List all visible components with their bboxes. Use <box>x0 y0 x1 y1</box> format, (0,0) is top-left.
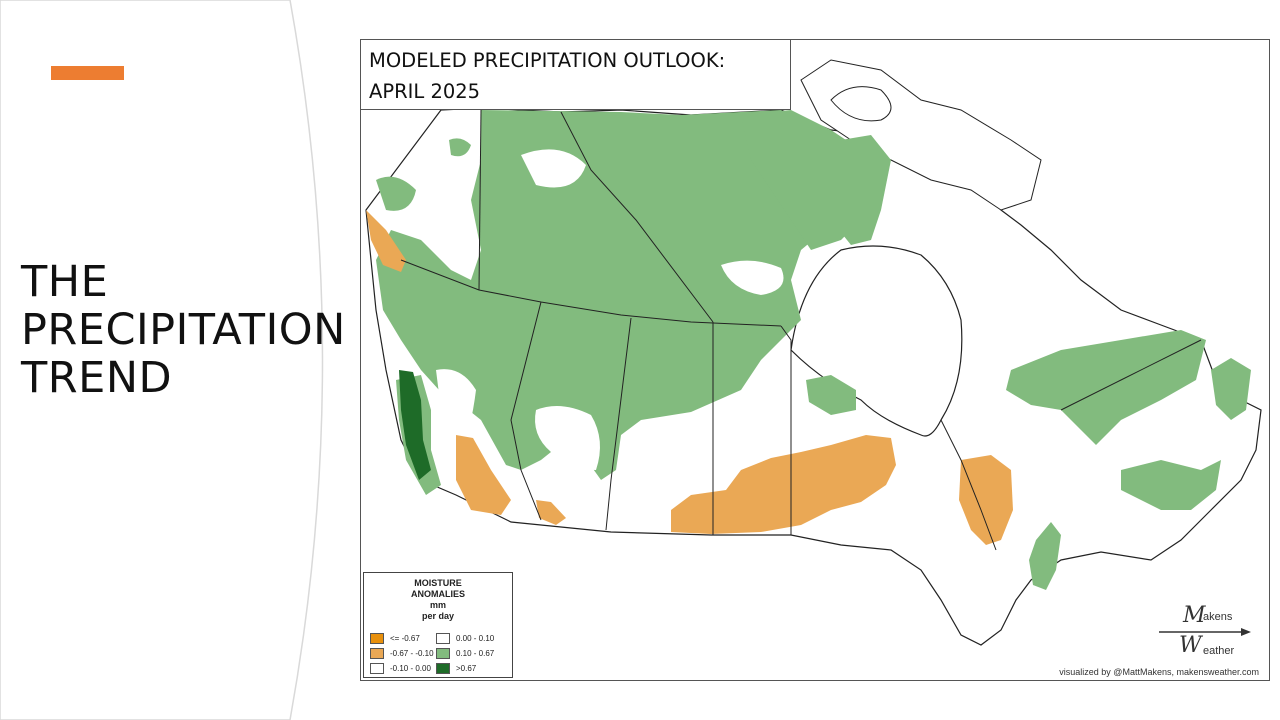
orange-anomaly-bc-south <box>536 500 566 525</box>
canada-map-graphic <box>365 59 1262 646</box>
white-gap-prairie <box>535 406 600 470</box>
makens-weather-logo: M akens W eather <box>1159 603 1251 658</box>
map-title-line: MODELED PRECIPITATION OUTLOOK: <box>369 49 726 72</box>
white-gap-bc <box>436 369 476 450</box>
legend-label: 0.10 - 0.67 <box>456 648 495 658</box>
dark-green-bc-coast <box>399 370 431 480</box>
green-anomaly-west <box>376 110 841 480</box>
legend-item: 0.00 - 0.10 <box>436 631 494 645</box>
arctic-island-small <box>830 86 892 122</box>
legend-title-line: per day <box>421 611 454 621</box>
orange-anomaly-ontario <box>959 455 1013 545</box>
logo-text-top: akens <box>1203 611 1233 623</box>
orange-anomaly-prairie <box>671 435 896 534</box>
legend-item: 0.10 - 0.67 <box>436 646 494 660</box>
logo-letter-m: M <box>1182 603 1206 628</box>
legend-item: >0.67 <box>436 661 476 675</box>
green-anomaly-arctic-small <box>449 138 471 157</box>
legend-title-line: MOISTURE <box>414 578 462 588</box>
title-accent-bar <box>51 66 124 80</box>
hudson-bay <box>790 245 963 437</box>
legend-title: MOISTURE ANOMALIES mm per day <box>364 578 512 622</box>
province-boundaries <box>400 109 1202 551</box>
map-credit: visualized by @MattMakens, makensweather… <box>1059 667 1259 677</box>
legend-label: <= -0.67 <box>390 633 420 643</box>
white-gap-north <box>521 149 586 188</box>
slide-title-line: THE <box>21 257 109 307</box>
legend-swatch <box>370 632 384 644</box>
legend-label: -0.67 - -0.10 <box>390 648 434 658</box>
green-anomaly-newfoundland <box>1211 358 1251 420</box>
logo-text-bottom: eather <box>1203 645 1235 657</box>
legend-swatch <box>370 647 384 659</box>
green-anomaly-st-lawrence <box>1029 522 1061 590</box>
legend-item: -0.67 - -0.10 <box>370 646 434 660</box>
legend-swatch <box>436 662 450 674</box>
legend-label: 0.00 - 0.10 <box>456 633 495 643</box>
legend-title-line: mm <box>429 600 446 610</box>
legend-swatch <box>436 632 450 644</box>
map-legend: MOISTURE ANOMALIES mm per day <= -0.67 -… <box>363 572 513 678</box>
legend-swatch <box>370 662 384 674</box>
slide-title-line: TREND <box>21 353 173 403</box>
logo-letter-w: W <box>1179 633 1204 658</box>
legend-label: >0.67 <box>456 663 477 673</box>
green-anomaly-maritimes <box>1121 460 1221 510</box>
orange-anomaly-yukon <box>366 210 406 272</box>
legend-title-line: ANOMALIES <box>411 589 465 599</box>
green-anomaly-yukon-small <box>376 176 416 211</box>
map-title: MODELED PRECIPITATION OUTLOOK: APRIL 202… <box>361 40 791 110</box>
legend-item: <= -0.67 <box>370 631 420 645</box>
slide-title-line: PRECIPITATION <box>21 305 346 355</box>
white-gap-nunavut <box>721 260 784 295</box>
precipitation-map: MODELED PRECIPITATION OUTLOOK: APRIL 202… <box>360 39 1270 681</box>
slide-title: THE PRECIPITATION TREND <box>21 258 346 402</box>
map-title-line: APRIL 2025 <box>369 80 481 103</box>
legend-item: -0.10 - 0.00 <box>370 661 431 675</box>
legend-label: -0.10 - 0.00 <box>390 663 431 673</box>
green-anomaly-baffin <box>831 135 891 245</box>
orange-anomaly-bc <box>456 435 511 515</box>
slide-curve-panel <box>0 0 324 720</box>
green-anomaly-ontario <box>806 375 856 415</box>
legend-swatch <box>436 647 450 659</box>
